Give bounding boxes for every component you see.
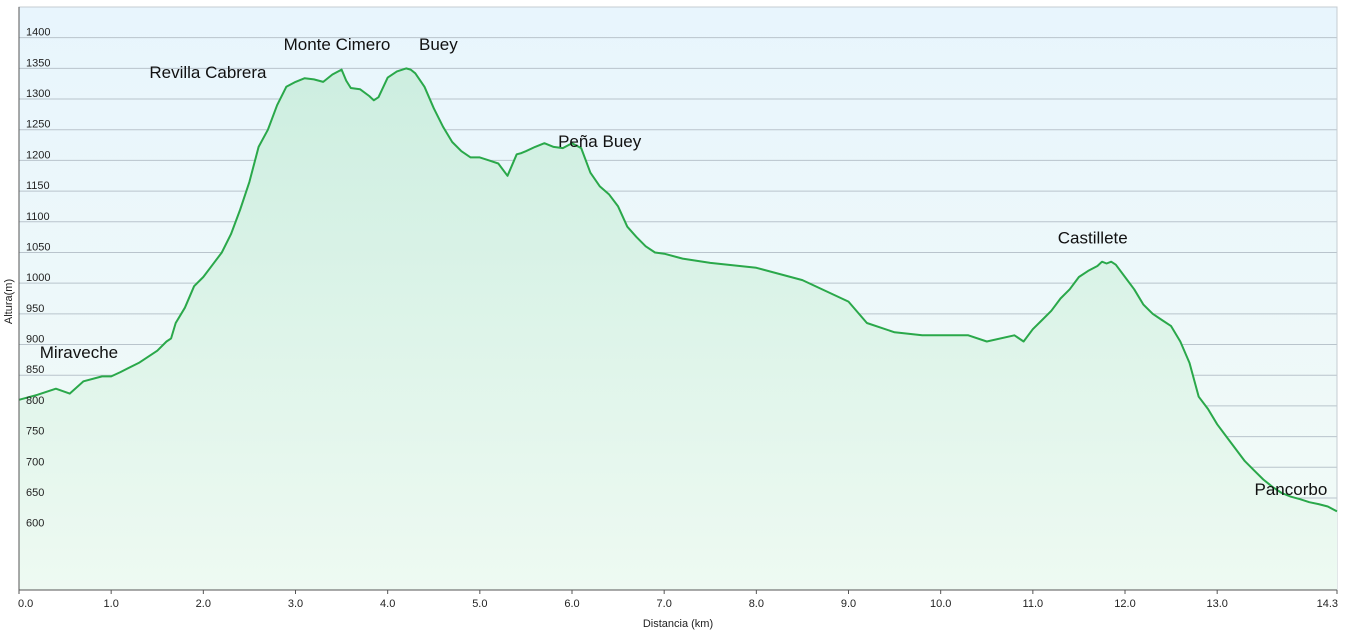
- x-tick-label: 7.0: [657, 598, 672, 610]
- place-label: Revilla Cabrera: [149, 63, 267, 82]
- y-axis-title: Altura(m): [3, 279, 15, 324]
- x-tick-label: 8.0: [749, 598, 764, 610]
- y-tick-label: 1150: [26, 180, 50, 192]
- x-axis-title: Distancia (km): [643, 618, 713, 630]
- x-tick-label: 5.0: [472, 598, 487, 610]
- x-tick-label: 3.0: [288, 598, 303, 610]
- x-tick-label: 6.0: [564, 598, 579, 610]
- y-tick-label: 750: [26, 426, 44, 438]
- y-tick-label: 1400: [26, 27, 50, 39]
- x-tick-label: 9.0: [841, 598, 856, 610]
- y-tick-label: 700: [26, 456, 44, 468]
- y-tick-label: 1200: [26, 149, 50, 161]
- y-tick-label: 1300: [26, 88, 50, 100]
- y-tick-label: 600: [26, 518, 44, 530]
- y-tick-labels: 600 650 700 750 800 850 900 950 1000 1050 1100 1150…: [26, 27, 50, 530]
- x-tick-label: 10.0: [930, 598, 951, 610]
- elevation-area-fill: [19, 68, 1337, 590]
- y-tick-label: 900: [26, 334, 44, 346]
- y-tick-label: 650: [26, 487, 44, 499]
- place-labels: Miraveche Revilla Cabrera Monte Cimero Buey…: [40, 35, 1328, 499]
- y-tick-label: 1000: [26, 272, 50, 284]
- place-label: Peña Buey: [558, 132, 642, 151]
- y-tick-label: 950: [26, 303, 44, 315]
- x-tick-label: 14.3: [1317, 598, 1338, 610]
- x-tick-label: 11.0: [1023, 598, 1044, 610]
- x-tick-label: 4.0: [380, 598, 395, 610]
- y-tick-label: 1250: [26, 119, 50, 131]
- y-tick-label: 1050: [26, 241, 50, 253]
- place-label: Pancorbo: [1255, 480, 1328, 499]
- y-tick-label: 850: [26, 364, 44, 376]
- elevation-line: [18, 67, 1338, 513]
- x-tick-label: 1.0: [104, 598, 119, 610]
- place-label: Buey: [419, 35, 458, 54]
- x-tick-label: 13.0: [1206, 598, 1227, 610]
- y-tick-label: 800: [26, 395, 44, 407]
- x-tick-label: 2.0: [196, 598, 211, 610]
- y-tick-label: 1100: [26, 211, 50, 223]
- x-tick-labels: 0.0 1.0 2.0 3.0 4.0 5.0 6.0 7.0 8.0 9.0 10.0 11.0 12…: [18, 590, 1338, 610]
- x-tick-label: 12.0: [1114, 598, 1135, 610]
- place-label: Monte Cimero: [284, 35, 391, 54]
- x-tick-label: 0.0: [18, 598, 33, 610]
- y-tick-label: 1350: [26, 57, 50, 69]
- place-label: Castillete: [1058, 228, 1128, 247]
- axes: [18, 7, 1337, 591]
- place-label: Miraveche: [40, 343, 118, 362]
